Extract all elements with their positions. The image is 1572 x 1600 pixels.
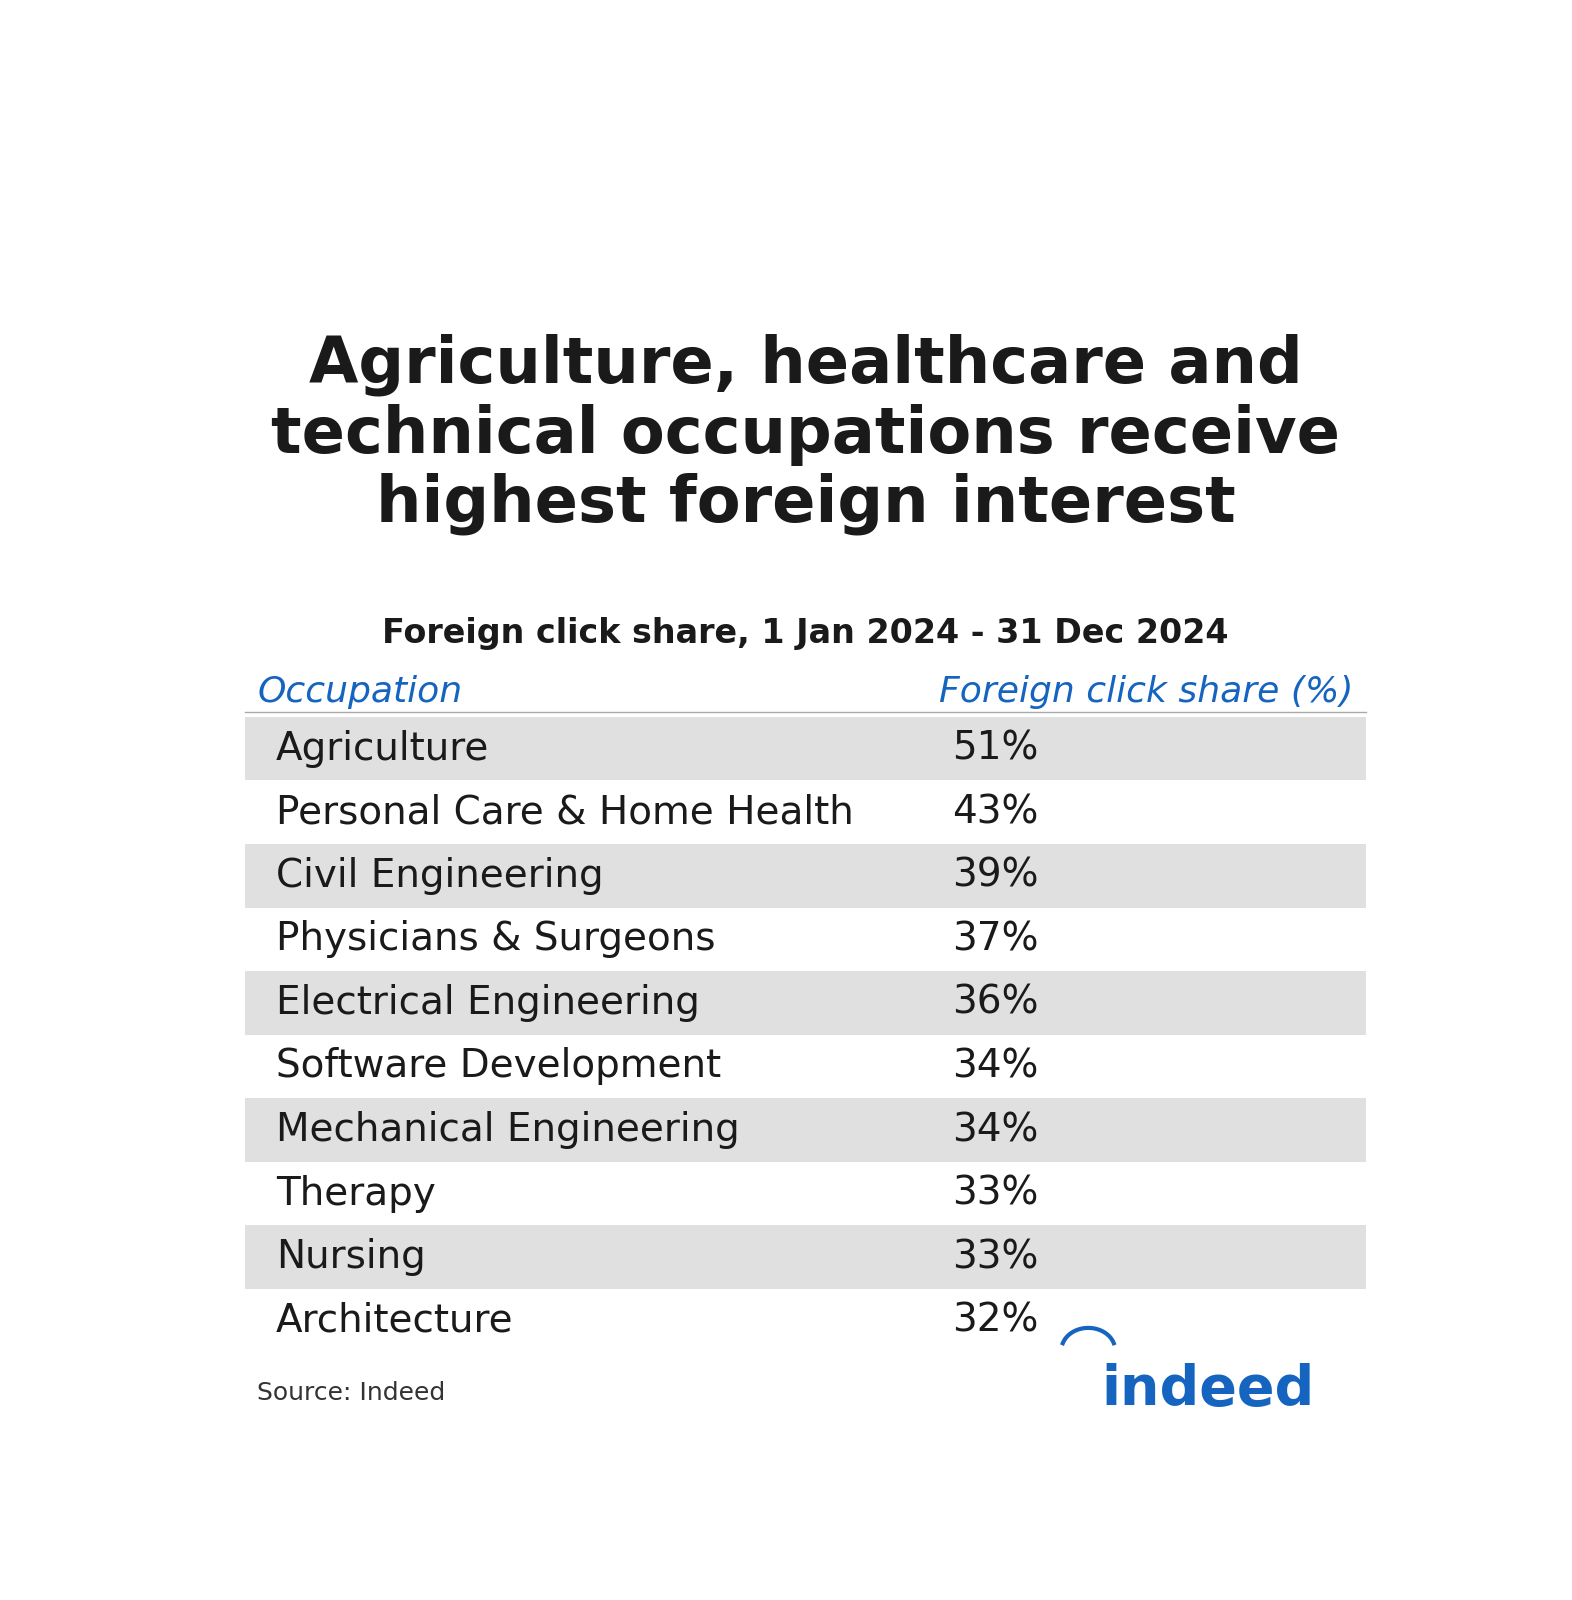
Text: Foreign click share, 1 Jan 2024 - 31 Dec 2024: Foreign click share, 1 Jan 2024 - 31 Dec… (382, 618, 1229, 650)
Text: Therapy: Therapy (275, 1174, 435, 1213)
Text: Software Development: Software Development (275, 1048, 722, 1085)
Text: Foreign click share (%): Foreign click share (%) (940, 675, 1353, 709)
Text: 33%: 33% (953, 1174, 1038, 1213)
Bar (245, 1290, 1366, 1352)
Text: Personal Care & Home Health: Personal Care & Home Health (275, 794, 854, 830)
Text: Architecture: Architecture (275, 1302, 514, 1339)
Text: Nursing: Nursing (275, 1238, 426, 1277)
Text: 36%: 36% (953, 984, 1039, 1022)
Text: 32%: 32% (953, 1302, 1038, 1339)
Bar (245, 1098, 1366, 1162)
Text: 51%: 51% (953, 730, 1038, 768)
Bar (245, 971, 1366, 1035)
Text: 39%: 39% (953, 856, 1039, 894)
Bar (245, 843, 1366, 907)
Bar (245, 781, 1366, 843)
Text: 37%: 37% (953, 920, 1039, 958)
Bar (245, 717, 1366, 781)
Text: Occupation: Occupation (258, 675, 462, 709)
Text: Agriculture: Agriculture (275, 730, 489, 768)
Text: Electrical Engineering: Electrical Engineering (275, 984, 700, 1022)
Text: Mechanical Engineering: Mechanical Engineering (275, 1110, 739, 1149)
Text: indeed: indeed (1100, 1363, 1314, 1416)
Bar (245, 1226, 1366, 1290)
Bar (245, 907, 1366, 971)
Text: Source: Indeed: Source: Indeed (258, 1381, 446, 1405)
Text: 34%: 34% (953, 1048, 1038, 1085)
Text: 43%: 43% (953, 794, 1038, 830)
Text: Civil Engineering: Civil Engineering (275, 856, 604, 894)
Text: Physicians & Surgeons: Physicians & Surgeons (275, 920, 715, 958)
Bar (245, 1162, 1366, 1226)
Bar (245, 1035, 1366, 1098)
Text: 34%: 34% (953, 1110, 1038, 1149)
Text: 33%: 33% (953, 1238, 1038, 1277)
Text: Agriculture, healthcare and
technical occupations receive
highest foreign intere: Agriculture, healthcare and technical oc… (270, 334, 1341, 536)
